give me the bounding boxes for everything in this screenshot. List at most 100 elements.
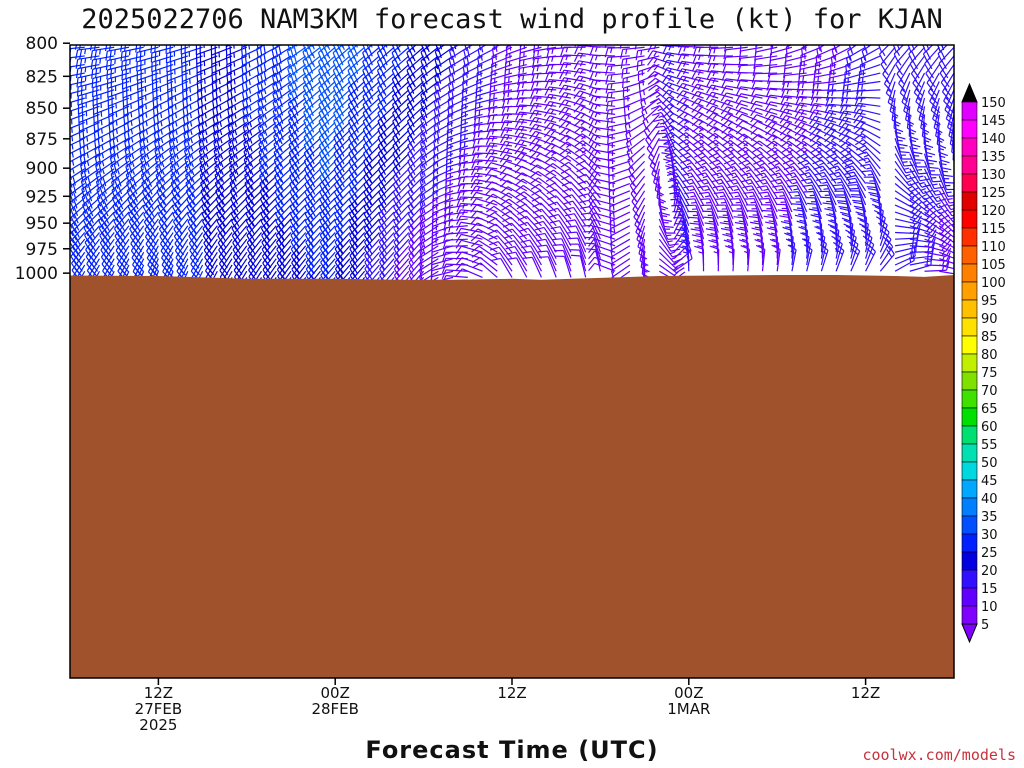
colorbar-swatch [961, 605, 978, 625]
wind-barb [201, 190, 218, 216]
wind-barb [558, 127, 586, 139]
wind-barb [737, 153, 763, 170]
wind-barb [288, 121, 307, 146]
wind-barb [245, 190, 262, 215]
wind-barb [97, 197, 115, 222]
wind-barb [288, 137, 307, 162]
wind-barb [846, 177, 867, 199]
wind-barb [92, 89, 115, 107]
wind-barb [752, 63, 778, 76]
wind-barb [166, 63, 189, 82]
wind-barb [515, 191, 542, 206]
wind-barb [764, 107, 793, 117]
wind-barb [894, 153, 916, 174]
wind-barb [553, 244, 572, 266]
wind-barb [419, 258, 439, 280]
wind-barb [693, 145, 719, 162]
wind-barb [559, 69, 586, 80]
wind-barb [882, 55, 896, 83]
wind-barb [245, 197, 262, 223]
wind-barb [860, 163, 881, 184]
wind-barb [938, 161, 954, 184]
wind-barb [503, 72, 527, 88]
wind-barb [779, 114, 807, 124]
wind-barb [723, 46, 748, 60]
wind-barb [140, 160, 159, 185]
wind-barb [288, 145, 307, 170]
wind-barb [559, 141, 586, 155]
wind-barb [154, 145, 174, 169]
wind-barb [303, 97, 321, 122]
wind-barb [563, 200, 587, 220]
wind-barb [939, 258, 954, 265]
wind-barb [853, 102, 881, 113]
wind-barb [564, 206, 587, 227]
wind-barb [863, 176, 881, 199]
wind-barb [735, 113, 763, 123]
wind-barb [419, 232, 439, 254]
wind-barb [303, 153, 321, 178]
wind-barb [505, 245, 528, 266]
wind-barb [713, 191, 734, 213]
wind-barb [121, 72, 144, 90]
wind-barb [490, 252, 513, 272]
wind-barb [500, 133, 527, 144]
wind-barb [488, 235, 513, 253]
wind-barb [231, 204, 248, 230]
wind-barb [155, 168, 174, 193]
wind-barb [95, 168, 115, 191]
wind-barb [672, 211, 690, 233]
wind-barb [861, 170, 881, 192]
wind-barb [244, 183, 262, 208]
x-tick-label: 12Z [851, 684, 880, 702]
wind-barb [70, 121, 85, 133]
wind-barb [696, 172, 719, 192]
wind-barb [938, 232, 954, 244]
wind-barb [712, 185, 734, 206]
wind-barb [228, 137, 248, 161]
wind-barb [834, 244, 845, 272]
wind-barb [77, 97, 100, 115]
wind-barb [81, 183, 100, 207]
wind-barb [243, 153, 262, 177]
wind-barb [794, 115, 822, 124]
wind-barb [620, 46, 645, 59]
wind-barb [544, 93, 572, 103]
wind-barb [766, 80, 792, 91]
wind-barb [514, 159, 542, 170]
wind-barb [532, 46, 557, 61]
wind-barb [787, 244, 797, 272]
wind-barb [873, 206, 884, 233]
wind-barb [781, 153, 808, 170]
wind-barb [518, 227, 542, 247]
wind-barb [853, 114, 881, 124]
wind-barb [796, 153, 822, 170]
wind-barb [171, 175, 189, 200]
wind-barb [81, 175, 100, 199]
wind-barb [826, 80, 851, 95]
wind-barb [610, 245, 631, 267]
wind-barb [647, 70, 675, 83]
wind-barb [534, 226, 557, 247]
colorbar-swatch [961, 461, 978, 481]
wind-barb [860, 46, 881, 68]
wind-barb [230, 197, 248, 223]
wind-barb [854, 133, 881, 147]
wind-barb [303, 129, 321, 155]
wind-barb [107, 89, 130, 107]
wind-barb [604, 55, 630, 67]
wind-barb [722, 55, 748, 67]
wind-barb [472, 262, 498, 278]
wind-barb [518, 55, 542, 71]
wind-barb [470, 234, 498, 247]
wind-barb [754, 239, 765, 266]
wind-barb [664, 145, 690, 162]
wind-barb [924, 190, 948, 209]
wind-barb [781, 80, 807, 92]
colorbar-label: 80 [981, 348, 998, 363]
wind-barb [530, 177, 557, 192]
y-tick-label: 800 [26, 34, 58, 54]
wind-barb [489, 240, 513, 260]
wind-barb [258, 137, 277, 161]
